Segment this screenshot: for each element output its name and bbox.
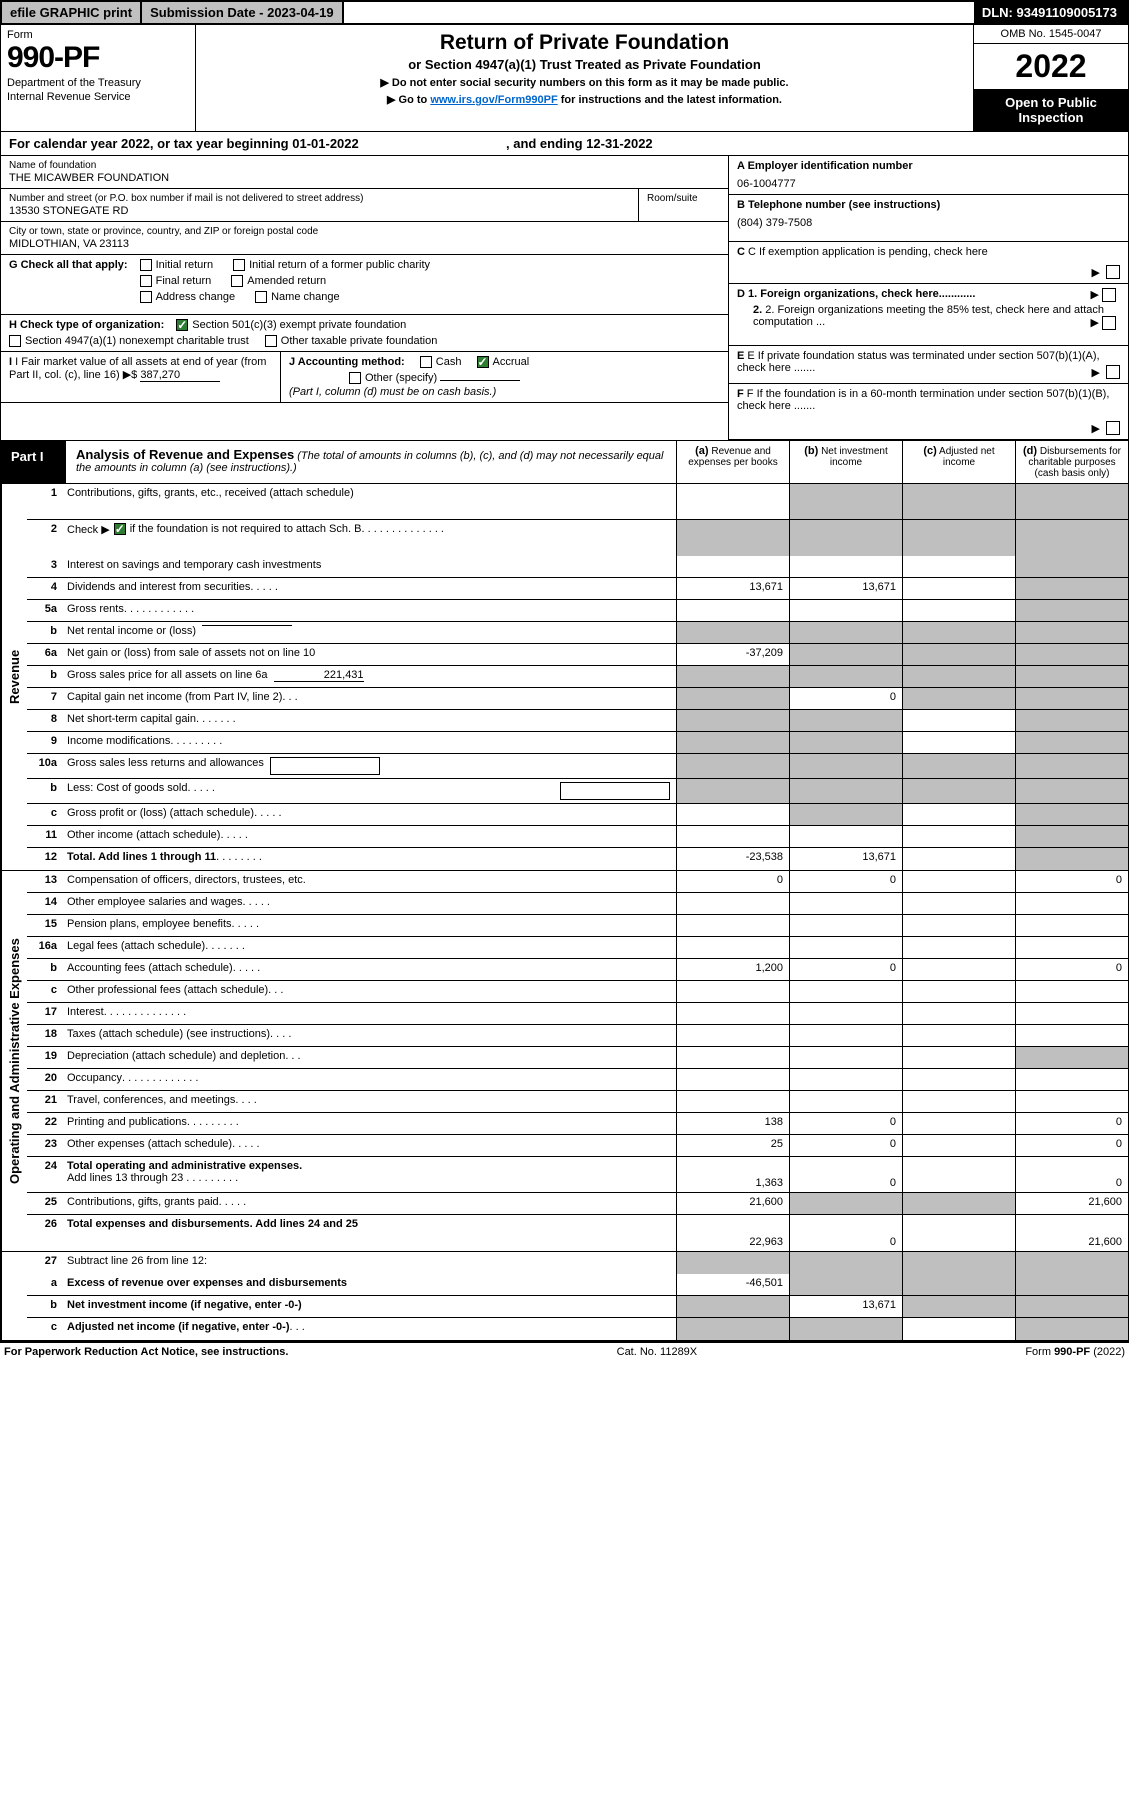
revenue-label: Revenue xyxy=(1,484,27,870)
form-ref: Form 990-PF (2022) xyxy=(1025,1346,1125,1358)
dln: DLN: 93491109005173 xyxy=(974,2,1127,23)
info-grid: Name of foundation THE MICAWBER FOUNDATI… xyxy=(0,156,1129,440)
omb-number: OMB No. 1545-0047 xyxy=(974,25,1128,44)
efile-print-button[interactable]: efile GRAPHIC print xyxy=(2,2,142,23)
part1-title: Analysis of Revenue and Expenses xyxy=(76,447,294,462)
col-d-header: (d) Disbursements for charitable purpose… xyxy=(1015,441,1128,483)
ein: 06-1004777 xyxy=(737,178,1120,190)
form-id-box: Form 990-PF Department of the Treasury I… xyxy=(1,25,196,131)
foundation-name: THE MICAWBER FOUNDATION xyxy=(9,172,720,184)
form-number: 990-PF xyxy=(7,41,189,75)
year-box: OMB No. 1545-0047 2022 Open to Public In… xyxy=(973,25,1128,131)
addr-label: Number and street (or P.O. box number if… xyxy=(9,193,630,204)
dept-treasury: Department of the Treasury xyxy=(7,77,189,89)
bottom-section: 27Subtract line 26 from line 12: aExcess… xyxy=(0,1252,1129,1343)
i-j-row: I I Fair market value of all assets at e… xyxy=(1,352,728,403)
form990pf-link[interactable]: www.irs.gov/Form990PF xyxy=(430,94,557,106)
g-label: G Check all that apply: xyxy=(9,259,128,271)
main-title: Return of Private Foundation xyxy=(206,31,963,55)
calendar-year-row: For calendar year 2022, or tax year begi… xyxy=(0,132,1129,156)
title-box: Return of Private Foundation or Section … xyxy=(196,25,973,131)
part1-header: Part I Analysis of Revenue and Expenses … xyxy=(0,440,1129,484)
paperwork-notice: For Paperwork Reduction Act Notice, see … xyxy=(4,1346,288,1358)
part1-label: Part I xyxy=(1,441,66,483)
telephone: (804) 379-7508 xyxy=(737,217,1120,229)
e-checkbox[interactable] xyxy=(1106,365,1120,379)
other-taxable-checkbox[interactable] xyxy=(265,335,277,347)
line12-col-b: 13,671 xyxy=(789,848,902,870)
line6b-value: 221,431 xyxy=(274,669,364,682)
top-bar: efile GRAPHIC print Submission Date - 20… xyxy=(0,0,1129,25)
line12-col-a: -23,538 xyxy=(676,848,789,870)
line27b-col-b: 13,671 xyxy=(789,1296,902,1317)
line6a-col-a: -37,209 xyxy=(676,644,789,665)
fair-market-value: 387,270 xyxy=(140,369,220,382)
501c3-checkbox[interactable] xyxy=(176,319,188,331)
col-b-header: (b) Net investment income xyxy=(789,441,902,483)
instruction-1: ▶ Do not enter social security numbers o… xyxy=(206,76,963,89)
city-label: City or town, state or province, country… xyxy=(9,226,720,237)
city-state-zip: MIDLOTHIAN, VA 23113 xyxy=(9,238,720,250)
line27a-col-a: -46,501 xyxy=(676,1274,789,1295)
b-label: B Telephone number (see instructions) xyxy=(737,199,940,211)
expenses-label: Operating and Administrative Expenses xyxy=(1,871,27,1251)
submission-date: Submission Date - 2023-04-19 xyxy=(142,2,344,23)
line4-col-b: 13,671 xyxy=(789,578,902,599)
irs: Internal Revenue Service xyxy=(7,91,189,103)
line4-col-a: 13,671 xyxy=(676,578,789,599)
d1-checkbox[interactable] xyxy=(1102,288,1116,302)
h-check-row: H Check type of organization: Section 50… xyxy=(1,315,728,352)
address-change-checkbox[interactable] xyxy=(140,291,152,303)
initial-return-checkbox[interactable] xyxy=(140,259,152,271)
form-label: Form xyxy=(7,29,189,41)
initial-return-former-checkbox[interactable] xyxy=(233,259,245,271)
line7-col-b: 0 xyxy=(789,688,902,709)
name-change-checkbox[interactable] xyxy=(255,291,267,303)
amended-return-checkbox[interactable] xyxy=(231,275,243,287)
open-to-public: Open to Public Inspection xyxy=(974,89,1128,131)
page-footer: For Paperwork Reduction Act Notice, see … xyxy=(0,1343,1129,1361)
other-method-checkbox[interactable] xyxy=(349,372,361,384)
4947-checkbox[interactable] xyxy=(9,335,21,347)
a-label: A Employer identification number xyxy=(737,160,913,172)
revenue-section: Revenue 1Contributions, gifts, grants, e… xyxy=(0,484,1129,871)
f-checkbox[interactable] xyxy=(1106,421,1120,435)
col-c-header: (c) Adjusted net income xyxy=(902,441,1015,483)
form-header: Form 990-PF Department of the Treasury I… xyxy=(0,25,1129,132)
tax-year: 2022 xyxy=(974,44,1128,89)
cash-checkbox[interactable] xyxy=(420,356,432,368)
name-label: Name of foundation xyxy=(9,160,720,171)
street-address: 13530 STONEGATE RD xyxy=(9,205,630,217)
expenses-section: Operating and Administrative Expenses 13… xyxy=(0,871,1129,1252)
c-checkbox[interactable] xyxy=(1106,265,1120,279)
room-suite-label: Room/suite xyxy=(638,189,728,222)
final-return-checkbox[interactable] xyxy=(140,275,152,287)
instruction-2: ▶ Go to www.irs.gov/Form990PF for instru… xyxy=(206,93,963,106)
d2-checkbox[interactable] xyxy=(1102,316,1116,330)
spacer xyxy=(344,10,974,16)
col-a-header: (a) Revenue and expenses per books xyxy=(676,441,789,483)
subtitle: or Section 4947(a)(1) Trust Treated as P… xyxy=(206,57,963,72)
g-check-row: G Check all that apply: Initial return I… xyxy=(1,255,728,315)
accrual-checkbox[interactable] xyxy=(477,356,489,368)
j-note: (Part I, column (d) must be on cash basi… xyxy=(289,386,720,398)
sch-b-checkbox[interactable] xyxy=(114,523,126,535)
cat-number: Cat. No. 11289X xyxy=(617,1346,698,1358)
